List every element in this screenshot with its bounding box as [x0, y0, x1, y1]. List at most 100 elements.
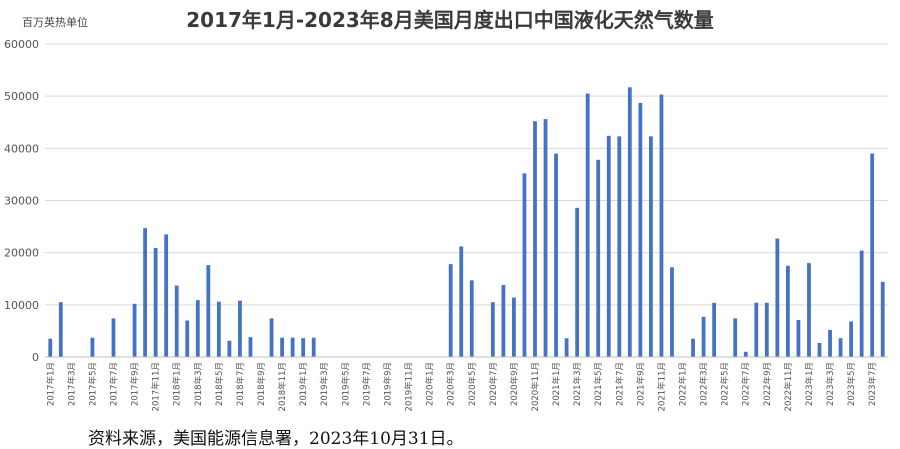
x-tick-label: 2017年7月	[108, 362, 119, 406]
bar	[48, 338, 53, 357]
x-tick-label: 2021年3月	[572, 362, 583, 406]
bar	[764, 302, 769, 357]
x-tick-label: 2022年5月	[720, 362, 731, 406]
y-tick-label: 30000	[4, 195, 39, 208]
x-tick-label: 2022年11月	[783, 362, 794, 411]
bar	[58, 302, 63, 357]
x-tick-label: 2018年5月	[214, 362, 225, 406]
bar	[775, 238, 780, 357]
x-tick-label: 2019年7月	[361, 362, 372, 406]
bar	[733, 318, 738, 357]
bar	[596, 159, 601, 357]
bars	[48, 87, 885, 358]
bar	[164, 234, 169, 357]
x-tick-label: 2018年3月	[193, 362, 204, 406]
bar	[195, 300, 200, 357]
x-tick-label: 2021年7月	[614, 362, 625, 406]
y-tick-label: 40000	[4, 142, 39, 155]
bar	[575, 207, 580, 357]
bar	[564, 338, 569, 357]
y-tick-label: 50000	[4, 90, 39, 103]
bar	[691, 338, 695, 357]
bar	[659, 94, 664, 357]
bar	[606, 135, 611, 357]
bar	[786, 265, 790, 357]
x-tick-label: 2020年5月	[467, 362, 478, 406]
bar	[469, 280, 474, 357]
bar	[880, 281, 885, 357]
x-tick-label: 2020年1月	[425, 362, 436, 406]
bar	[617, 136, 622, 357]
x-tick-label: 2022年3月	[699, 362, 710, 406]
x-tick-label: 2023年5月	[846, 362, 857, 406]
x-tick-label: 2020年9月	[509, 362, 520, 406]
bar	[796, 319, 801, 357]
x-tick-label: 2023年7月	[867, 362, 878, 406]
x-tick-label: 2022年7月	[741, 362, 752, 406]
y-tick-label: 20000	[4, 247, 39, 260]
x-tick-label: 2017年9月	[130, 362, 141, 406]
bar	[290, 337, 295, 357]
bar	[90, 337, 95, 357]
bar	[828, 329, 832, 357]
bar	[870, 153, 875, 357]
x-tick-label: 2019年5月	[340, 362, 351, 406]
y-axis: 0 10000 20000 30000 40000 50000 60000	[4, 38, 39, 364]
x-tick-label: 2019年11月	[404, 362, 415, 411]
bar	[585, 93, 590, 357]
y-tick-label: 0	[32, 351, 39, 364]
x-tick-label: 2021年11月	[656, 362, 667, 411]
x-tick-label: 2021年5月	[593, 362, 604, 406]
x-tick-label: 2018年11月	[277, 362, 288, 411]
x-tick-label: 2020年7月	[488, 362, 499, 406]
bar	[206, 265, 211, 357]
bar	[817, 342, 822, 357]
x-axis: 2017年1月 2017年3月 2017年5月 2017年7月 2017年9月 2017年…	[45, 362, 878, 411]
bar	[459, 246, 464, 357]
bar	[185, 320, 190, 357]
x-tick-label: 2019年9月	[382, 362, 393, 406]
gridlines	[45, 43, 888, 306]
x-tick-label: 2018年9月	[256, 362, 267, 406]
bar	[216, 301, 221, 357]
x-tick-label: 2022年9月	[762, 362, 773, 406]
x-tick-label: 2017年11月	[151, 362, 162, 411]
source-note: 资料来源，美国能源信息署，2023年10月31日。	[88, 429, 464, 449]
bar	[490, 302, 495, 357]
x-tick-label: 2018年1月	[172, 362, 183, 406]
bar	[649, 136, 653, 357]
bar	[638, 102, 643, 357]
bar	[743, 351, 748, 357]
bar	[670, 267, 674, 357]
bar	[543, 119, 548, 358]
y-tick-label: 60000	[4, 38, 39, 51]
x-tick-label: 2023年3月	[825, 362, 836, 406]
bar	[754, 302, 759, 357]
unit-label: 百万英热单位	[22, 16, 88, 29]
bar	[143, 228, 147, 357]
bar	[448, 264, 453, 357]
bar	[227, 340, 232, 357]
x-tick-label: 2019年3月	[319, 362, 330, 406]
chart-title: 2017年1月-2023年8月美国月度出口中国液化天然气数量	[186, 8, 714, 32]
x-tick-label: 2020年11月	[530, 362, 541, 411]
bar	[132, 303, 137, 357]
bar	[238, 300, 242, 357]
bar	[269, 318, 274, 357]
y-tick-label: 10000	[4, 299, 39, 312]
x-tick-label: 2023年1月	[804, 362, 815, 406]
x-tick-label: 2017年5月	[87, 362, 98, 406]
x-tick-label: 2017年1月	[45, 362, 56, 406]
bar	[712, 302, 717, 357]
bar	[554, 153, 558, 357]
x-tick-label: 2020年3月	[446, 362, 457, 406]
x-tick-label: 2019年1月	[298, 362, 309, 406]
bar	[512, 297, 516, 357]
x-tick-label: 2021年9月	[635, 362, 646, 406]
bar	[311, 337, 316, 357]
bar	[153, 247, 158, 357]
bar	[838, 338, 843, 357]
bar	[849, 321, 854, 357]
bar	[859, 250, 864, 357]
